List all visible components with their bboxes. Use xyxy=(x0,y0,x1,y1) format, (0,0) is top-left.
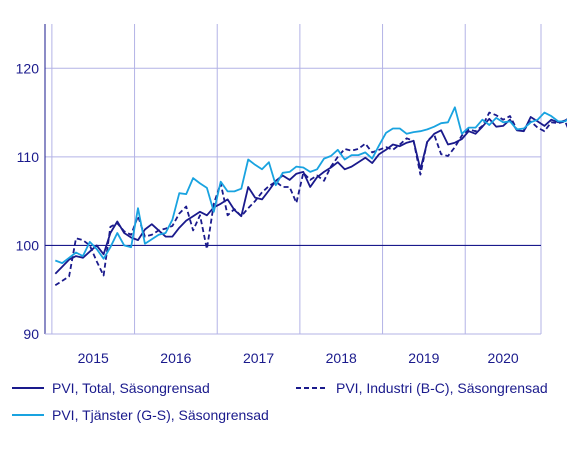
legend-label: PVI, Industri (B-C), Säsongrensad xyxy=(336,380,548,396)
y-tick-label: 90 xyxy=(23,326,39,342)
legend-item: PVI, Tjänster (G-S), Säsongrensad xyxy=(12,407,269,423)
x-tick-label: 2018 xyxy=(326,350,357,366)
series-line-total xyxy=(54,116,567,275)
x-tick-label: 2015 xyxy=(78,350,109,366)
x-tick-label: 2017 xyxy=(243,350,274,366)
x-tick-labels: 2015 2016 2017 2018 2019 2020 xyxy=(78,350,519,366)
series-line-industri xyxy=(54,111,567,287)
x-tick-label: 2020 xyxy=(488,350,519,366)
x-tick-label: 2019 xyxy=(408,350,439,366)
y-tick-label: 120 xyxy=(16,60,40,76)
legend-item: PVI, Industri (B-C), Säsongrensad xyxy=(296,380,548,396)
legend-label: PVI, Tjänster (G-S), Säsongrensad xyxy=(52,407,269,423)
y-tick-labels: 90 100 110 120 xyxy=(16,60,40,342)
grid-layer xyxy=(44,24,542,335)
series-line-tjanster xyxy=(54,106,567,265)
legend: PVI, Total, Säsongrensad PVI, Industri (B… xyxy=(12,380,548,423)
y-tick-label: 110 xyxy=(17,149,40,165)
series-layer xyxy=(54,106,567,287)
legend-item: PVI, Total, Säsongrensad xyxy=(12,380,210,396)
legend-label: PVI, Total, Säsongrensad xyxy=(52,380,210,396)
y-tick-label: 100 xyxy=(16,237,40,253)
x-tick-label: 2016 xyxy=(160,350,191,366)
